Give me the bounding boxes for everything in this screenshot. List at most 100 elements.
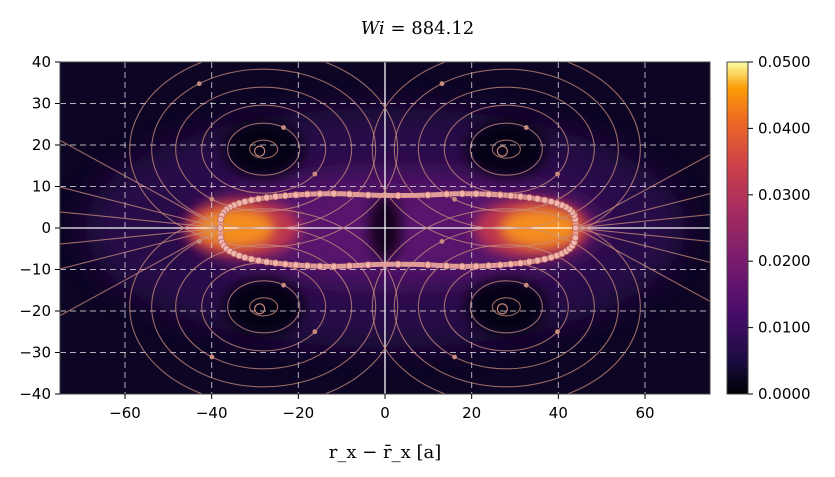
streamline: [469, 280, 543, 334]
boundary-bead: [458, 262, 466, 270]
streamline: [151, 68, 377, 230]
boundary-bead: [458, 190, 466, 198]
boundary-bead: [496, 261, 504, 269]
radial-streamline: [575, 227, 710, 243]
streamline: [491, 139, 521, 159]
x-tick-label: −60: [109, 404, 141, 422]
boundary-bead: [533, 195, 541, 203]
streamline: [249, 139, 279, 159]
droplet-boundary: [216, 190, 580, 270]
streamline: [227, 280, 301, 334]
boundary-bead: [345, 190, 354, 198]
boundary-bead: [424, 191, 432, 199]
boundary-bead: [516, 259, 525, 267]
x-axis-label: r_x − r̄_x [a]: [328, 442, 442, 463]
y-tick-label: −40: [19, 385, 51, 403]
streamline: [371, 62, 641, 248]
boundary-bead: [303, 190, 311, 198]
radial-streamline: [575, 193, 710, 229]
x-tick-label: 60: [635, 404, 654, 422]
vortex-loop: [496, 303, 508, 315]
radial-streamline: [575, 213, 710, 229]
boundary-bead: [292, 261, 300, 269]
boundary-bead: [424, 261, 432, 269]
boundary-bead: [330, 262, 338, 270]
streamline-arrow: [555, 329, 560, 335]
radial-streamline: [60, 227, 221, 317]
boundary-bead: [292, 191, 300, 199]
boundary-bead: [507, 192, 515, 200]
y-tick-label: −10: [19, 261, 51, 279]
y-tick-label: −30: [19, 344, 51, 362]
vortex-loop: [254, 303, 266, 315]
streamline-arrow: [523, 125, 529, 130]
boundary-bead: [247, 196, 255, 204]
x-axis-ticks: −60 −40 −20 0 20 40 60: [109, 394, 655, 422]
streamline-arrow: [281, 282, 287, 288]
y-tick-label: −20: [19, 302, 51, 320]
boundary-bead: [472, 262, 480, 270]
streamline-arrow: [312, 171, 318, 177]
boundary-bead: [571, 234, 579, 242]
colorbar-tick-label: 0.0000: [758, 385, 811, 403]
radial-streamline: [60, 227, 221, 245]
boundary-bead: [525, 194, 533, 202]
streamline-arrow: [452, 196, 457, 202]
streamline-arrow: [439, 238, 445, 244]
x-tick-label: −40: [196, 404, 228, 422]
streamline: [175, 86, 353, 212]
boundary-bead: [472, 190, 480, 198]
streamline-arrow: [196, 238, 202, 244]
boundary-bead: [330, 190, 338, 198]
boundary-bead: [316, 190, 324, 198]
streamline: [227, 122, 301, 176]
radial-streamline: [60, 186, 221, 229]
boundary-bead: [485, 262, 493, 270]
y-tick-label: 10: [32, 178, 51, 196]
streamline: [249, 297, 279, 317]
boundary-bead: [525, 258, 533, 266]
boundary-bead: [281, 260, 289, 268]
streamline-arrow: [439, 81, 445, 87]
boundary-bead: [303, 262, 311, 270]
streamline-arrow: [196, 81, 202, 87]
x-tick-label: 0: [380, 404, 390, 422]
streamline: [393, 68, 619, 230]
x-tick-label: −20: [283, 404, 315, 422]
streamline: [393, 226, 619, 388]
radial-streamline: [575, 227, 710, 302]
radial-streamline: [60, 211, 221, 229]
title-symbol: Wi: [360, 18, 385, 39]
streamline-arrow: [209, 196, 215, 202]
y-tick-label: 0: [41, 219, 51, 237]
boundary-bead: [255, 256, 263, 265]
boundary-bead: [516, 193, 525, 201]
streamline: [151, 226, 377, 388]
boundary-bead: [364, 261, 372, 269]
x-tick-label: 20: [462, 404, 481, 422]
boundary-bead: [507, 260, 515, 268]
boundary-bead: [241, 253, 249, 262]
vortex-loop: [254, 145, 266, 157]
title-equals: =: [390, 18, 412, 39]
streamline: [371, 208, 641, 394]
colorbar-tick-label: 0.0100: [758, 319, 811, 337]
radial-streamline: [575, 227, 710, 263]
streamline: [417, 244, 595, 370]
x-tick-label: 40: [549, 404, 568, 422]
boundary-bead: [271, 259, 280, 267]
boundary-bead: [217, 215, 225, 223]
boundary-bead: [394, 260, 402, 268]
boundary-bead: [485, 190, 493, 198]
streamline: [201, 104, 327, 194]
streamline: [491, 297, 521, 317]
boundary-bead: [442, 190, 451, 198]
y-axis-ticks: −40 −30 −20 −10 0 10 20 30 40: [19, 53, 60, 403]
vortex-loop: [496, 145, 508, 157]
colorbar-ticks: 0.0000 0.0100 0.0200 0.0300 0.0400 0.0500: [748, 53, 811, 403]
streamline-arrow: [523, 282, 529, 288]
y-tick-label: 40: [32, 53, 51, 71]
boundary-bead: [263, 194, 271, 202]
boundary-bead: [442, 262, 451, 270]
